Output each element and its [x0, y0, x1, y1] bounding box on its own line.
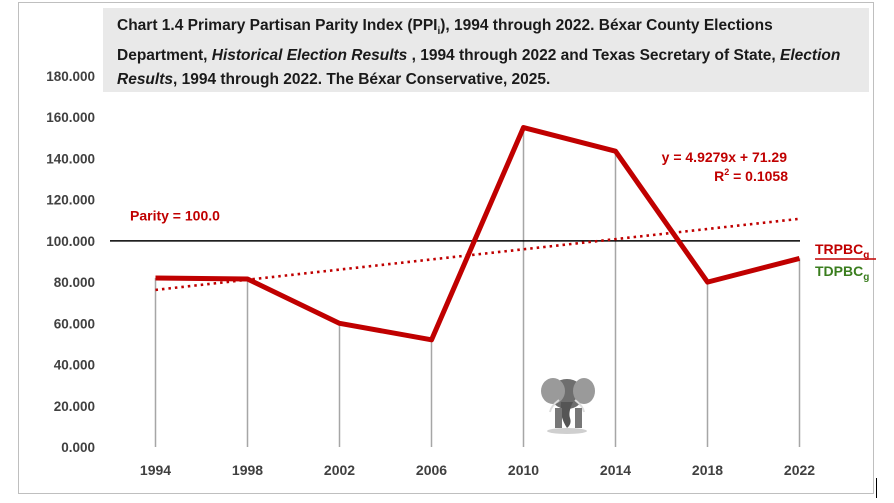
drop-lines	[154, 127, 801, 447]
y-tick-label: 60.000	[54, 316, 95, 331]
x-tick-label: 2002	[324, 462, 355, 478]
trend-equation: y = 4.9279x + 71.29	[662, 149, 788, 165]
parity-label: Parity = 100.0	[130, 207, 220, 223]
legend-tdpbc: TDPBCg	[815, 263, 869, 283]
x-tick-label: 1994	[140, 462, 171, 478]
y-tick-label: 20.000	[54, 399, 95, 414]
trend-r-squared: R2 = 0.1058	[714, 167, 788, 184]
elephant-icon	[541, 378, 595, 434]
y-tick-label: 80.000	[54, 275, 95, 290]
right-edge-mark	[876, 478, 877, 498]
y-axis-ticks: 0.000 20.000 40.000 60.000 80.000 100.000 120.…	[46, 69, 95, 455]
y-tick-label: 40.000	[54, 358, 95, 373]
y-tick-label: 100.000	[46, 234, 95, 249]
x-tick-label: 2014	[600, 462, 631, 478]
legend-trpbc: TRPBCg	[815, 241, 869, 261]
y-tick-label: 140.000	[46, 151, 95, 166]
chart-title: Chart 1.4 Primary Partisan Parity Index …	[117, 17, 841, 89]
chart-frame	[18, 2, 874, 494]
trendline	[155, 217, 800, 292]
x-tick-label: 2006	[416, 462, 447, 478]
y-tick-label: 0.000	[61, 440, 95, 455]
x-tick-label: 2022	[784, 462, 815, 478]
x-axis-ticks: 1994 1998 2002 2006 2010 2014 2018 2022	[140, 462, 815, 478]
x-tick-label: 2018	[692, 462, 723, 478]
y-tick-label: 160.000	[46, 110, 95, 125]
title-background	[103, 8, 869, 92]
x-tick-label: 1998	[232, 462, 263, 478]
x-tick-label: 2010	[508, 462, 539, 478]
series-line-ppi	[155, 125, 801, 343]
y-tick-label: 180.000	[46, 69, 95, 84]
legend: TRPBCg TDPBCg	[815, 241, 876, 283]
y-tick-label: 120.000	[46, 193, 95, 208]
